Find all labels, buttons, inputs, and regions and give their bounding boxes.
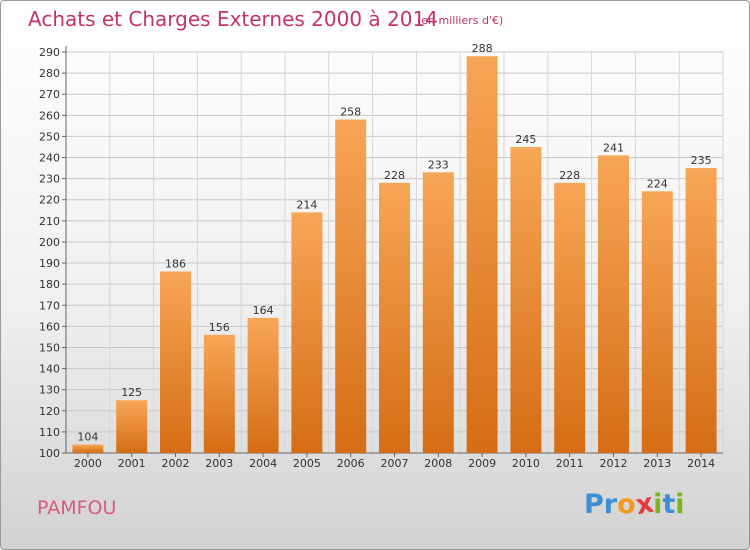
y-tick-label: 240 — [39, 152, 60, 165]
data-label-2000: 104 — [77, 431, 98, 444]
data-label-2001: 125 — [121, 386, 142, 399]
x-tick-label: 2009 — [468, 457, 496, 470]
x-tick-label: 2014 — [687, 457, 715, 470]
data-label-2008: 233 — [428, 158, 449, 171]
y-tick-label: 200 — [39, 236, 60, 249]
proxiti-logo[interactable]: Proxiti — [584, 488, 685, 522]
y-tick-label: 280 — [39, 67, 60, 80]
bar-2014 — [685, 168, 717, 453]
y-tick-label: 170 — [39, 299, 60, 312]
bar-2006 — [335, 119, 367, 454]
data-label-2012: 241 — [603, 141, 624, 154]
data-label-2014: 235 — [691, 154, 712, 167]
data-label-2006: 258 — [340, 106, 361, 119]
data-labels: 104 125 186 156 164 214 258 228 233 288 245 228 241 2… — [77, 42, 711, 443]
x-tick-label: 2007 — [381, 457, 409, 470]
bar-2001 — [116, 400, 148, 453]
x-tick-label: 2002 — [162, 457, 190, 470]
y-tick-label: 150 — [39, 341, 60, 354]
data-label-2005: 214 — [296, 198, 317, 211]
y-tick-label: 120 — [39, 405, 60, 418]
bars — [72, 56, 717, 454]
bar-2013 — [641, 191, 673, 453]
bar-2005 — [291, 212, 323, 453]
bar-2011 — [554, 182, 586, 453]
x-tick-label: 2005 — [293, 457, 321, 470]
data-label-2009: 288 — [472, 42, 493, 55]
chart-title: Achats et Charges Externes 2000 à 2014 — [28, 7, 438, 31]
x-tick-label: 2008 — [424, 457, 452, 470]
logo-letter: i — [653, 489, 663, 520]
bar-2007 — [379, 182, 410, 453]
bar-2010 — [510, 146, 542, 453]
data-label-2004: 164 — [253, 304, 274, 317]
y-tick-label: 220 — [39, 194, 60, 207]
x-tick-label: 2013 — [643, 457, 671, 470]
data-label-2002: 186 — [165, 257, 186, 270]
data-label-2003: 156 — [209, 321, 230, 334]
chart-subtitle: (en milliers d'€) — [417, 14, 504, 27]
bar-2004 — [247, 317, 279, 453]
bar-2009 — [466, 56, 498, 453]
y-tick-label: 270 — [39, 88, 60, 101]
bar-2003 — [203, 334, 235, 453]
data-label-2013: 224 — [647, 177, 668, 190]
logo-letter: i — [675, 489, 685, 520]
bar-2002 — [160, 271, 191, 453]
data-label-2010: 245 — [515, 133, 536, 146]
x-tick-label: 2006 — [337, 457, 365, 470]
y-tick-label: 140 — [39, 363, 60, 376]
x-tick-label: 2004 — [249, 457, 277, 470]
y-tick-label: 230 — [39, 173, 60, 186]
y-tick-label: 190 — [39, 257, 60, 270]
logo-letter: P — [584, 489, 604, 520]
place-name: PAMFOU — [37, 497, 117, 519]
y-tick-label: 130 — [39, 384, 60, 397]
logo-letter: t — [662, 489, 676, 520]
x-tick-label: 2011 — [556, 457, 584, 470]
y-tick-label: 210 — [39, 215, 60, 228]
x-tick-label: 2000 — [74, 457, 102, 470]
logo-letter: r — [603, 489, 618, 520]
data-label-2011: 228 — [559, 169, 580, 182]
x-tick-label: 2010 — [512, 457, 540, 470]
y-tick-label: 180 — [39, 278, 60, 291]
x-tick-label: 2003 — [205, 457, 233, 470]
y-tick-label: 160 — [39, 320, 60, 333]
y-tick-label: 110 — [39, 426, 60, 439]
x-tick-label: 2012 — [600, 457, 628, 470]
logo-letter: o — [617, 489, 636, 520]
y-tick-label: 260 — [39, 109, 60, 122]
y-tick-label: 100 — [39, 447, 60, 460]
y-tick-label: 250 — [39, 130, 60, 143]
bar-2008 — [422, 172, 454, 454]
bar-2000 — [72, 444, 104, 453]
y-tick-label: 290 — [39, 46, 60, 59]
data-label-2007: 228 — [384, 169, 405, 182]
x-tick-label: 2001 — [118, 457, 146, 470]
bar-2012 — [598, 155, 629, 454]
